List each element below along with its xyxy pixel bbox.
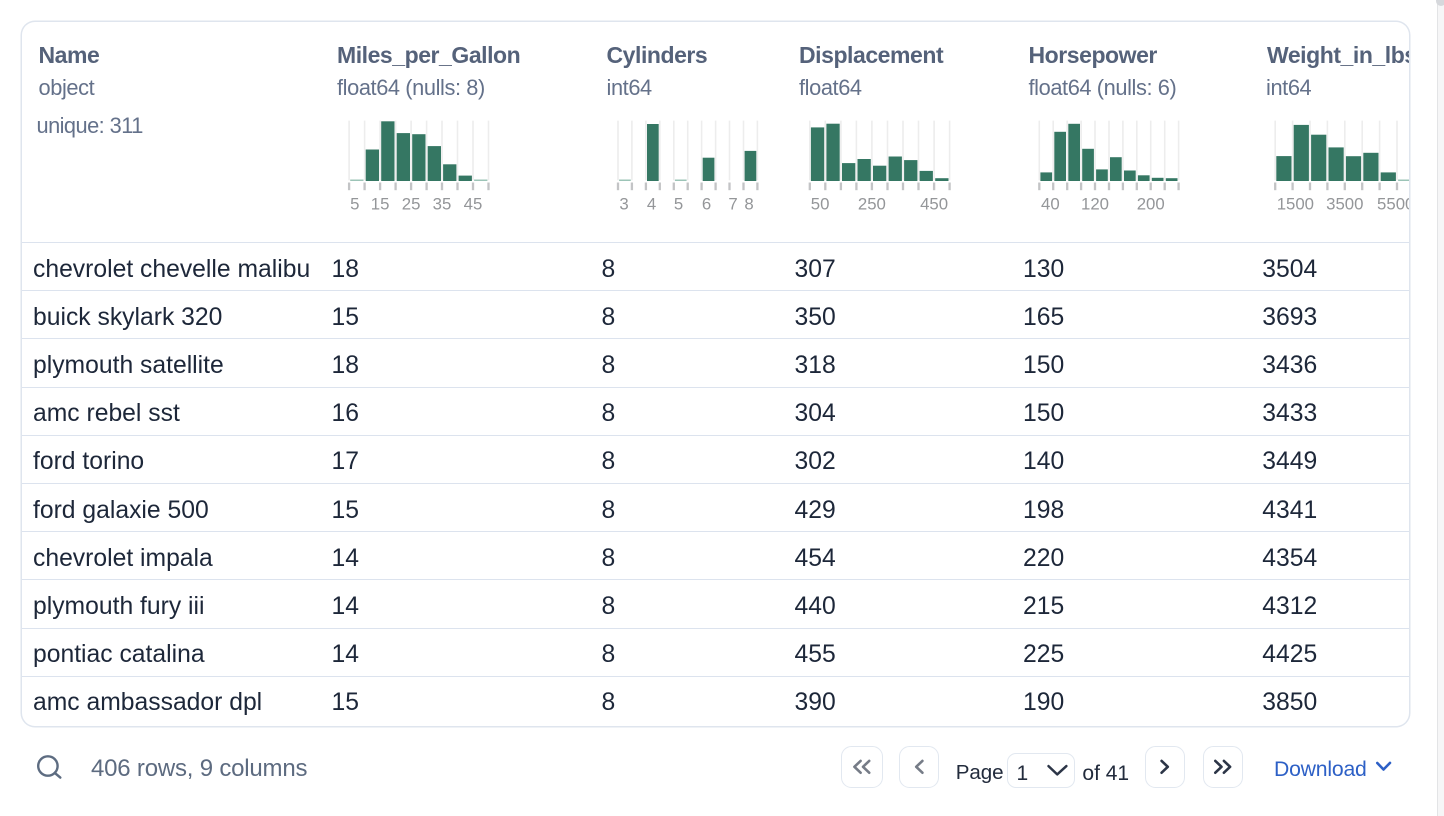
svg-text:3500: 3500 xyxy=(1326,194,1363,213)
svg-text:25: 25 xyxy=(401,194,420,213)
svg-text:3: 3 xyxy=(619,194,628,213)
svg-text:45: 45 xyxy=(463,194,482,213)
svg-text:8: 8 xyxy=(744,194,753,213)
svg-text:5: 5 xyxy=(350,194,359,213)
svg-text:6: 6 xyxy=(701,194,710,213)
svg-text:35: 35 xyxy=(432,194,451,213)
svg-text:120: 120 xyxy=(1081,194,1109,213)
svg-text:40: 40 xyxy=(1041,194,1060,213)
svg-text:5500: 5500 xyxy=(1377,194,1409,213)
svg-text:5: 5 xyxy=(673,194,682,213)
svg-text:50: 50 xyxy=(810,194,829,213)
svg-text:200: 200 xyxy=(1136,194,1164,213)
svg-text:4: 4 xyxy=(646,194,655,213)
svg-text:1500: 1500 xyxy=(1276,194,1313,213)
svg-text:250: 250 xyxy=(857,194,885,213)
svg-text:450: 450 xyxy=(920,194,948,213)
svg-text:15: 15 xyxy=(370,194,389,213)
svg-text:7: 7 xyxy=(728,194,737,213)
